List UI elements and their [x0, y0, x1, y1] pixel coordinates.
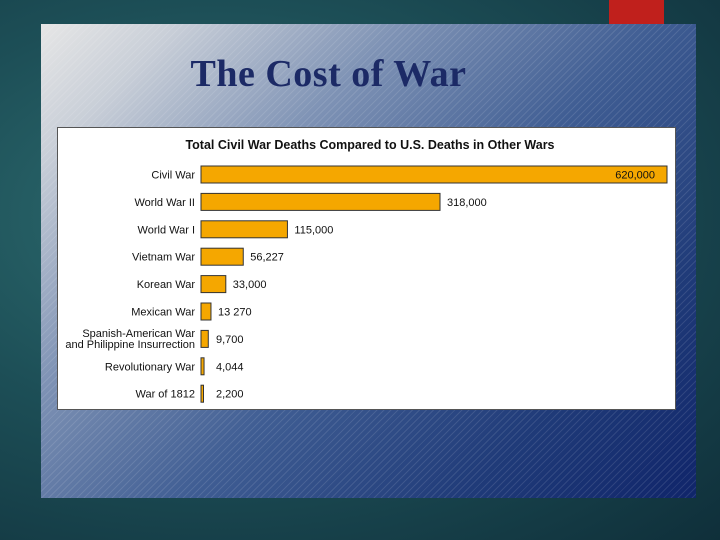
bar — [200, 192, 441, 211]
bar — [200, 220, 288, 239]
value-label: 9,700 — [216, 334, 244, 346]
category-label: Vietnam War — [132, 252, 195, 264]
value-label: 56,227 — [250, 252, 284, 264]
bar — [200, 384, 204, 403]
category-label: Spanish-American War and Philippine Insur… — [65, 328, 195, 351]
value-label: 13 270 — [218, 307, 252, 319]
value-label: 4,044 — [216, 361, 244, 373]
category-label: Civil War — [151, 170, 195, 182]
bar — [200, 247, 244, 266]
category-label: World War II — [134, 197, 195, 209]
category-label: Revolutionary War — [105, 361, 195, 373]
value-label: 2,200 — [216, 389, 244, 401]
value-label: 115,000 — [294, 224, 333, 236]
slide-title: The Cost of War — [190, 53, 467, 95]
value-label: 620,000 — [615, 170, 655, 182]
bar — [200, 302, 212, 321]
bar — [200, 165, 668, 184]
bar — [200, 357, 205, 376]
red-accent-tab — [609, 0, 664, 24]
bar — [200, 329, 209, 348]
category-label: Korean War — [137, 279, 196, 291]
value-label: 318,000 — [447, 197, 487, 209]
chart-panel: Total Civil War Deaths Compared to U.S. … — [57, 127, 676, 410]
value-label: 33,000 — [233, 279, 267, 291]
bar — [200, 275, 227, 294]
category-label: World War I — [138, 224, 195, 236]
chart-title: Total Civil War Deaths Compared to U.S. … — [185, 138, 554, 152]
bar-chart: Total Civil War Deaths Compared to U.S. … — [65, 138, 668, 403]
category-label: Mexican War — [131, 307, 195, 319]
category-label: War of 1812 — [135, 389, 195, 401]
